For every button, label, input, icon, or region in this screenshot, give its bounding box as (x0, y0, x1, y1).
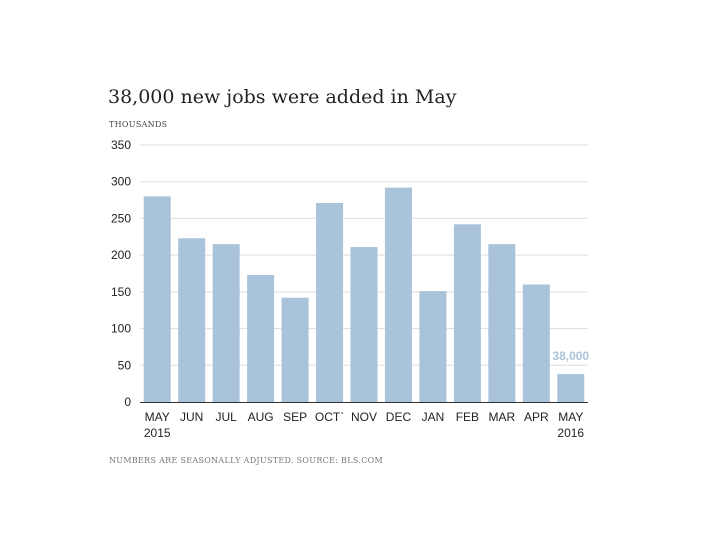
bar-9 (419, 291, 447, 402)
x-tick-label: DEC (386, 410, 412, 424)
y-tick-label: 200 (111, 248, 131, 262)
y-tick-label: 0 (124, 395, 131, 409)
bar-3 (212, 244, 240, 402)
x-tick-label: MAR (489, 410, 516, 424)
bar-5 (281, 297, 309, 402)
x-tick-year-label: 2016 (557, 426, 584, 440)
bar-7 (350, 247, 378, 402)
bar-8 (384, 187, 412, 402)
bar-6 (316, 203, 344, 402)
x-tick-label: JUN (180, 410, 203, 424)
y-tick-label: 50 (118, 358, 132, 372)
source-note: NUMBERS ARE SEASONALLY ADJUSTED. SOURCE:… (109, 456, 383, 465)
x-tick-year-label: 2015 (144, 426, 171, 440)
x-tick-label: SEP (283, 410, 307, 424)
bar-1 (143, 196, 171, 402)
x-tick-label: APR (524, 410, 549, 424)
bar-2 (178, 238, 206, 402)
y-axis-unit-label: THOUSANDS (109, 120, 168, 129)
x-tick-label: AUG (248, 410, 274, 424)
bar-10 (453, 224, 481, 402)
y-tick-label: 350 (111, 138, 131, 152)
x-tick-label: OCT` (315, 410, 344, 424)
bar-13 (557, 374, 585, 402)
y-tick-label: 300 (111, 175, 131, 189)
y-tick-label: 150 (111, 285, 131, 299)
y-tick-label: 100 (111, 322, 131, 336)
x-tick-label: JAN (422, 410, 445, 424)
bar-4 (247, 274, 275, 402)
data-label-annotation: 38,000 (552, 349, 589, 363)
chart-title: 38,000 new jobs were added in May (108, 86, 457, 108)
x-tick-label: FEB (456, 410, 479, 424)
bar-11 (488, 244, 516, 402)
x-tick-label: MAY (145, 410, 170, 424)
bar-12 (522, 284, 550, 402)
x-tick-label: NOV (351, 410, 377, 424)
x-tick-label: JUL (215, 410, 237, 424)
x-tick-label: MAY (558, 410, 583, 424)
y-tick-label: 250 (111, 211, 131, 225)
